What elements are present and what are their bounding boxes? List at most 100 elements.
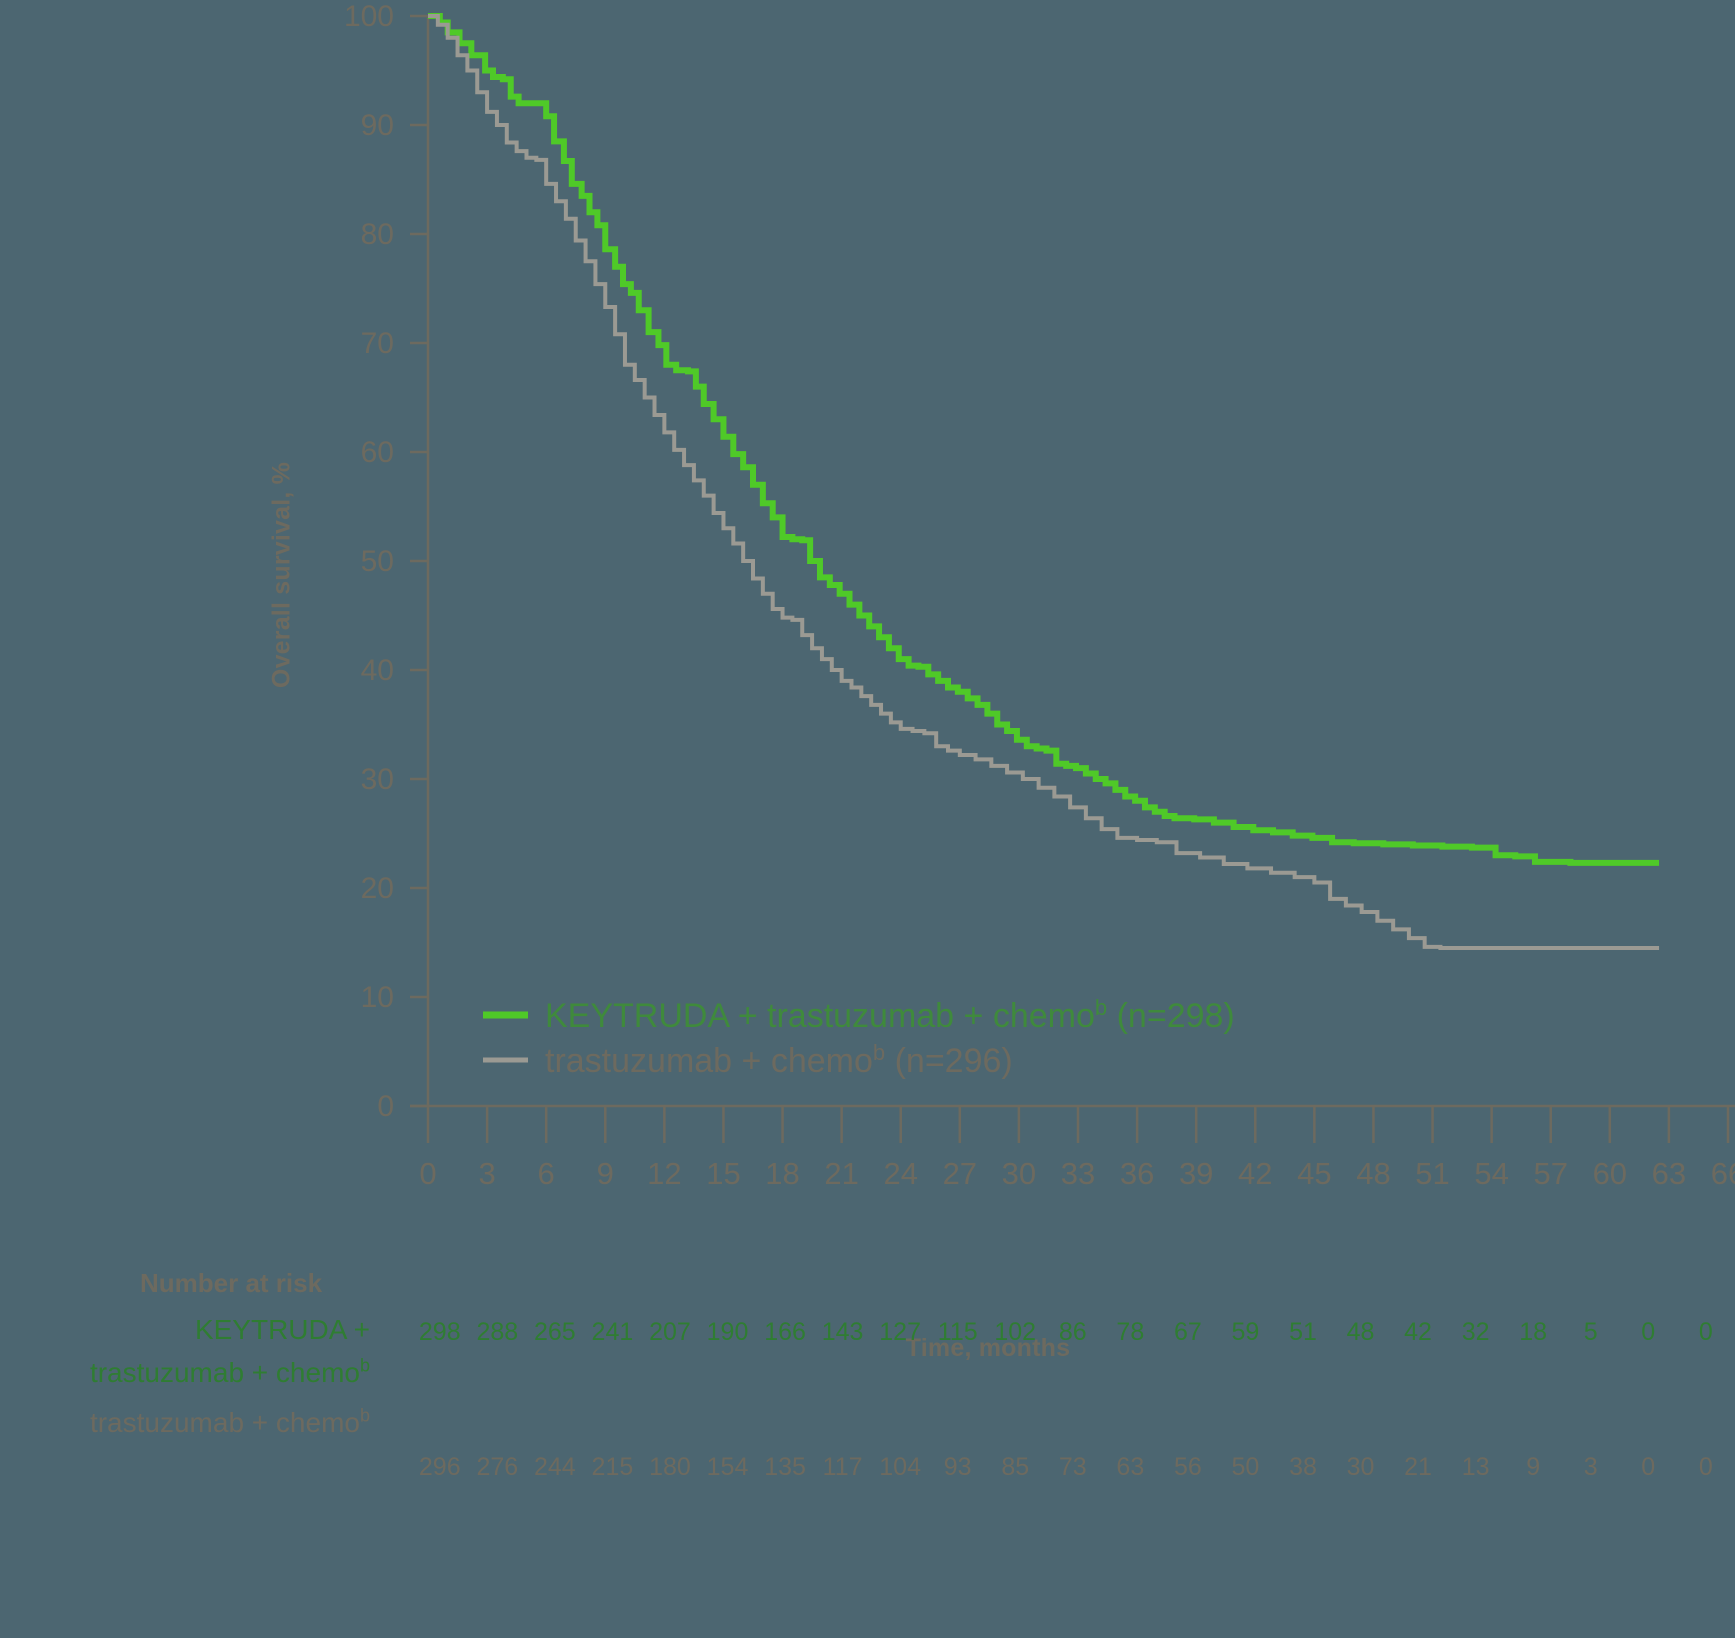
risk-value-cell: 115 (937, 1318, 978, 1346)
x-tick-label: 45 (1297, 1156, 1331, 1191)
risk-value-cell: 180 (649, 1453, 691, 1481)
risk-label-superscript: b (359, 1406, 370, 1426)
x-tick-label: 15 (706, 1156, 740, 1191)
y-tick-label: 0 (377, 1090, 394, 1123)
risk-value-cell: 207 (649, 1318, 691, 1346)
x-axis-title: Time, months (905, 1334, 1071, 1362)
legend-label-control: trastuzumab + chemob (n=296) (545, 1040, 1013, 1081)
risk-row-values-control: 296 276 244 215 180 154 135 117 104 93 85 73 63 56 50 3… (411, 1453, 1735, 1482)
risk-value-cell: 13 (1461, 1453, 1490, 1481)
risk-value-cell: 9 (1526, 1453, 1541, 1481)
y-tick-label: 40 (361, 654, 394, 687)
x-tick-label: 12 (647, 1156, 681, 1191)
x-tick-label: 60 (1593, 1156, 1627, 1191)
x-tick-label: 27 (943, 1156, 977, 1191)
risk-value-cell: 215 (591, 1453, 634, 1481)
y-tick-label: 70 (361, 327, 394, 360)
risk-row-values-keytruda: 298 288 265 241 207 190 166 143 127 115 102 86 78 67 5… (411, 1318, 1735, 1347)
x-tick-label: 0 (419, 1156, 436, 1191)
risk-value-cell: 0 (1641, 1318, 1656, 1346)
y-tick-label: 10 (361, 981, 394, 1014)
risk-value-cell: 135 (764, 1453, 806, 1481)
legend-label-text: trastuzumab + chemo (545, 1042, 873, 1080)
legend-n-count: (n=296) (885, 1042, 1013, 1080)
y-tick-label: 20 (361, 872, 394, 905)
risk-value-cell: 30 (1346, 1453, 1375, 1481)
risk-value-cell: 32 (1461, 1318, 1490, 1346)
series-layer (428, 13, 1660, 950)
risk-value-cell: 288 (476, 1318, 519, 1346)
risk-value-cell: 3 (1583, 1453, 1598, 1481)
risk-value-cell: 104 (879, 1453, 921, 1481)
y-tick-label: 80 (361, 218, 394, 251)
risk-row-label-keytruda: KEYTRUDA + trastuzumab + chemob (0, 1312, 370, 1391)
risk-value-cell: 0 (1641, 1453, 1656, 1481)
risk-value-cell: 86 (1058, 1318, 1087, 1346)
risk-value-cell: 56 (1173, 1453, 1202, 1481)
y-tick-label: 100 (344, 0, 394, 33)
risk-value-cell: 265 (534, 1318, 576, 1346)
y-tick-label: 50 (361, 545, 394, 578)
x-axis-ticks: 0 3 6 9 12 15 18 21 24 27 30 33 36 39 42 45 48 51 54 57 60 63… (419, 1106, 1735, 1191)
risk-value-cell: 51 (1289, 1318, 1317, 1346)
risk-value-cell: 78 (1116, 1318, 1145, 1346)
risk-value-cell: 93 (943, 1453, 972, 1481)
risk-value-cell: 296 (418, 1453, 461, 1481)
x-tick-label: 66 (1711, 1156, 1735, 1191)
risk-row-label-control: trastuzumab + chemob (0, 1398, 370, 1441)
risk-label-line1: KEYTRUDA + (194, 1314, 370, 1345)
series-line-keytruda (428, 13, 1660, 866)
y-axis-title: Overall survival, % (267, 461, 296, 689)
risk-label-line2: trastuzumab + chemob (89, 1356, 370, 1389)
x-tick-label: 21 (824, 1156, 858, 1191)
x-tick-label: 36 (1120, 1156, 1154, 1191)
risk-value-cell: 241 (591, 1318, 634, 1346)
legend-superscript: b (1095, 995, 1107, 1020)
legend-label-text: KEYTRUDA + trastuzumab + chemo (545, 997, 1095, 1035)
x-tick-label: 30 (1002, 1156, 1036, 1191)
series-line-control (428, 14, 1660, 950)
legend-label-keytruda: KEYTRUDA + trastuzumab + chemob (n=298) (545, 995, 1235, 1036)
x-tick-label: 51 (1415, 1156, 1449, 1191)
risk-value-cell: 73 (1058, 1453, 1087, 1481)
risk-value-cell: 59 (1231, 1318, 1260, 1346)
risk-value-cell: 143 (821, 1318, 864, 1346)
risk-value-cell: 298 (418, 1318, 461, 1346)
risk-value-cell: 85 (1001, 1453, 1030, 1481)
risk-value-cell: 117 (822, 1453, 863, 1481)
x-tick-label: 63 (1652, 1156, 1686, 1191)
risk-label-superscript: b (359, 1356, 370, 1376)
risk-value-cell: 276 (476, 1453, 519, 1481)
risk-value-cell: 18 (1519, 1318, 1548, 1346)
y-tick-label: 90 (361, 109, 394, 142)
chart-legend: KEYTRUDA + trastuzumab + chemob (n=298)t… (483, 995, 1235, 1081)
risk-value-cell: 21 (1404, 1453, 1432, 1481)
risk-value-cell: 67 (1173, 1318, 1202, 1346)
risk-value-cell: 48 (1346, 1318, 1375, 1346)
x-tick-label: 33 (1061, 1156, 1095, 1191)
x-tick-label: 3 (478, 1156, 495, 1191)
x-tick-label: 9 (597, 1156, 614, 1191)
risk-value-cell: 42 (1404, 1318, 1432, 1346)
risk-table-title: Number at risk (140, 1268, 323, 1298)
x-tick-label: 18 (765, 1156, 799, 1191)
risk-value-cell: 63 (1116, 1453, 1145, 1481)
risk-value-cell: 154 (706, 1453, 749, 1481)
y-tick-label: 60 (361, 436, 394, 469)
risk-value-cell: 166 (764, 1318, 806, 1346)
x-tick-label: 6 (538, 1156, 555, 1191)
y-axis-ticks: 0 10 20 30 40 50 60 70 80 90 100 (344, 0, 428, 1123)
plot-area: 0 10 20 30 40 50 60 70 80 90 100 0 3 6 9 12 15 18 21 24 27 3… (267, 0, 1735, 1362)
y-tick-label: 30 (361, 763, 394, 796)
risk-value-cell: 38 (1289, 1453, 1317, 1481)
x-tick-label: 42 (1238, 1156, 1272, 1191)
legend-superscript: b (873, 1040, 885, 1065)
risk-value-cell: 102 (994, 1318, 1037, 1346)
x-tick-label: 54 (1474, 1156, 1508, 1191)
risk-value-cell: 190 (706, 1318, 749, 1346)
risk-value-cell: 127 (879, 1318, 921, 1346)
legend-n-count: (n=298) (1107, 997, 1235, 1035)
risk-value-cell: 50 (1231, 1453, 1260, 1481)
